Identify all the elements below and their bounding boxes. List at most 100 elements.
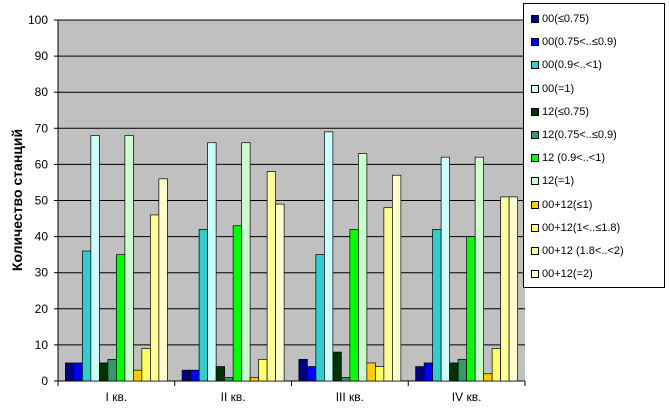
legend-swatch xyxy=(531,84,539,93)
bar xyxy=(215,366,225,382)
bar xyxy=(198,229,208,382)
bar xyxy=(508,196,518,382)
legend-label: 00(≤0.75) xyxy=(542,13,590,25)
legend-label: 12(≤0.75) xyxy=(542,105,590,118)
bar xyxy=(366,362,376,382)
legend-swatch xyxy=(531,154,539,163)
y-tick-label: 80 xyxy=(35,85,49,99)
bar xyxy=(150,214,160,382)
bar xyxy=(440,156,450,382)
bar xyxy=(491,348,501,382)
bar xyxy=(73,362,83,382)
bar xyxy=(241,142,251,382)
y-tick-label: 20 xyxy=(35,302,49,316)
x-tick-label: III кв. xyxy=(336,390,364,404)
legend-label: 12 (0.9<..<1) xyxy=(542,152,605,165)
legend-item: 12 (0.9<..<1) xyxy=(531,151,605,165)
y-tick-label: 10 xyxy=(35,338,49,352)
y-tick-label: 0 xyxy=(41,374,48,388)
bar xyxy=(99,362,109,382)
bar xyxy=(207,142,217,382)
bar xyxy=(65,362,75,382)
bar xyxy=(124,135,134,382)
bar xyxy=(141,348,151,382)
legend-label: 12(=1) xyxy=(542,175,575,188)
legend-label: 00+12(1<..≤1.8) xyxy=(542,221,621,234)
legend-item: 00+12(≤1) xyxy=(531,198,593,212)
legend-label: 12(0.75<..≤0.9) xyxy=(542,129,617,141)
legend-swatch xyxy=(531,61,539,70)
bar xyxy=(90,135,100,382)
legend-label: 00+12(=2) xyxy=(542,268,593,281)
bar xyxy=(449,362,459,382)
bar xyxy=(483,373,493,382)
y-tick-label: 40 xyxy=(35,230,49,244)
legend-label: 00+12 (1.8<..<2) xyxy=(542,245,624,257)
legend-item: 12(=1) xyxy=(531,174,575,188)
legend-item: 00(0.75<..≤0.9) xyxy=(531,35,617,49)
bar xyxy=(500,196,510,382)
bar xyxy=(375,366,385,382)
bar xyxy=(133,369,143,382)
bar xyxy=(307,366,317,382)
bar xyxy=(82,250,92,382)
y-tick-label: 90 xyxy=(35,49,49,63)
chart-legend: 00(≤0.75) 00(0.75<..≤0.9) 00(0.9<..<1) 00(=… xyxy=(523,3,665,288)
bar xyxy=(266,171,276,382)
bar xyxy=(358,153,368,382)
legend-swatch xyxy=(531,131,539,139)
x-tick-label: IV кв. xyxy=(452,390,482,404)
bar xyxy=(423,362,433,382)
legend-item: 00(≤0.75) xyxy=(531,12,590,26)
legend-swatch xyxy=(531,200,539,209)
legend-item: 00(0.9<..<1) xyxy=(531,58,602,72)
legend-swatch xyxy=(531,270,539,279)
bar xyxy=(298,358,308,382)
legend-swatch xyxy=(531,107,539,116)
legend-swatch xyxy=(531,223,539,232)
legend-label: 00(=1) xyxy=(542,82,575,95)
bar xyxy=(383,207,393,382)
bar xyxy=(474,156,484,382)
bar xyxy=(258,358,268,382)
y-axis-label: Количество станций xyxy=(9,129,25,271)
bar xyxy=(249,377,259,382)
legend-swatch xyxy=(531,177,539,186)
x-tick-label: II кв. xyxy=(221,390,246,404)
y-tick-label: 70 xyxy=(35,121,49,135)
bar xyxy=(466,236,476,382)
bar xyxy=(158,178,168,382)
bar xyxy=(107,358,117,382)
bar xyxy=(116,254,126,382)
legend-swatch xyxy=(531,38,539,47)
bar xyxy=(232,225,242,382)
legend-item: 00(=1) xyxy=(531,82,575,96)
bar xyxy=(224,377,234,382)
legend-item: 00+12(=2) xyxy=(531,267,593,281)
legend-swatch xyxy=(531,247,539,255)
y-tick-label: 100 xyxy=(28,13,48,27)
plot-area: 0 10 20 30 40 50 60 70 80 90 100 I кв. II кв. III кв.… xyxy=(28,13,526,404)
bar xyxy=(341,377,351,382)
bar xyxy=(457,358,467,382)
y-tick-label: 60 xyxy=(35,157,49,171)
legend-item: 00+12 (1.8<..<2) xyxy=(531,244,624,258)
bar xyxy=(275,203,285,382)
legend-item: 12(≤0.75) xyxy=(531,105,590,119)
bar xyxy=(332,351,342,382)
legend-item: 12(0.75<..≤0.9) xyxy=(531,128,617,142)
legend-item: 00+12(1<..≤1.8) xyxy=(531,221,621,235)
legend-label: 00+12(≤1) xyxy=(542,198,593,211)
bar xyxy=(181,369,191,382)
y-tick-label: 30 xyxy=(35,266,49,280)
legend-swatch xyxy=(531,15,539,23)
bar xyxy=(324,131,334,382)
bar xyxy=(415,366,425,382)
x-tick-label: I кв. xyxy=(106,390,128,404)
bar xyxy=(392,174,402,382)
bar xyxy=(315,254,325,382)
y-tick-label: 50 xyxy=(35,194,49,208)
bar xyxy=(432,229,442,382)
bar xyxy=(349,229,359,382)
